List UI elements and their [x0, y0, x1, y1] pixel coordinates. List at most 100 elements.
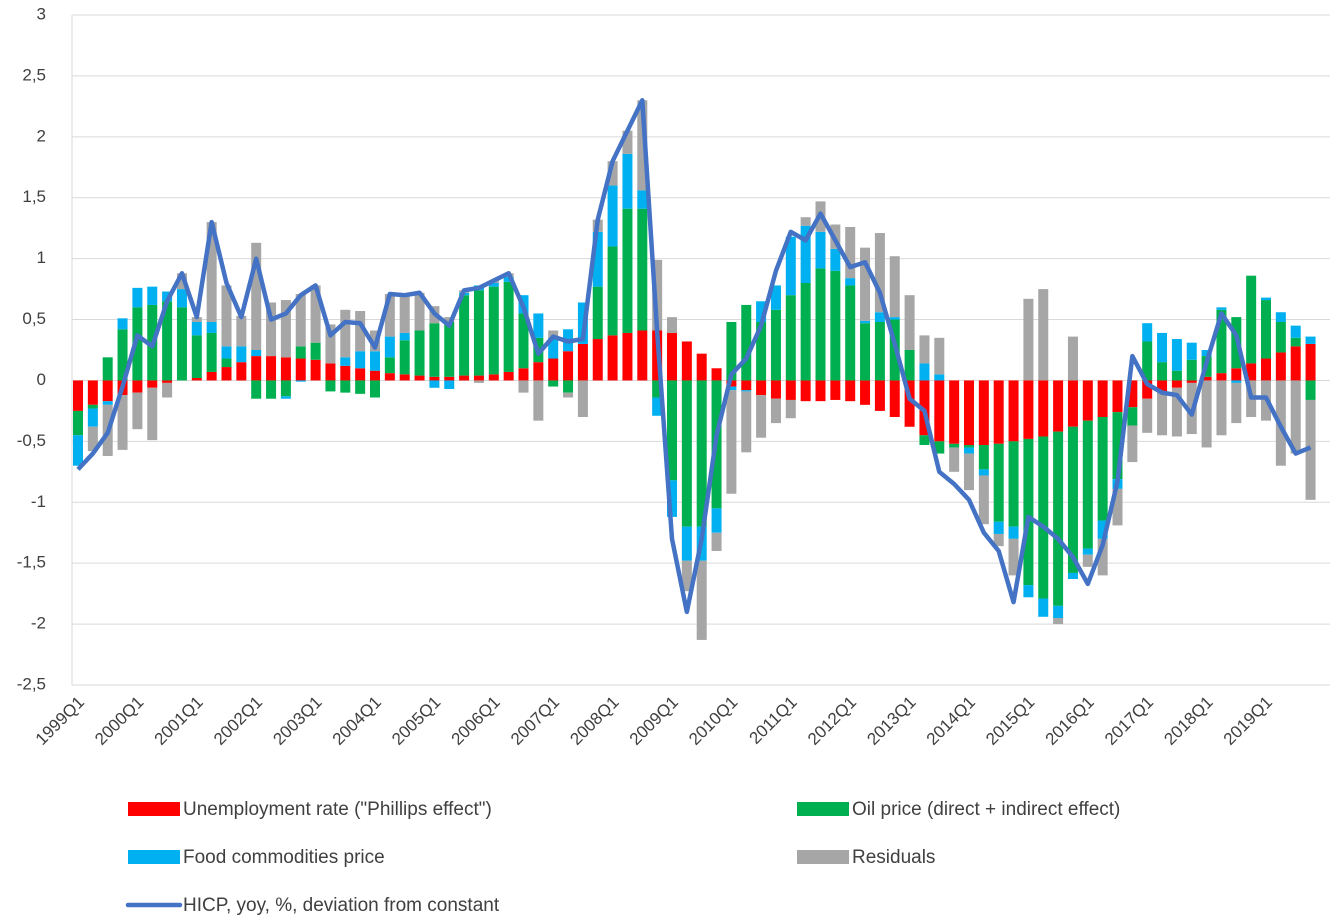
bar-segment — [1023, 380, 1034, 439]
bar-segment — [1008, 526, 1019, 539]
x-tick-label: 2000Q1 — [91, 693, 147, 749]
bar-segment — [1305, 336, 1316, 344]
y-tick-label: 2,5 — [22, 65, 46, 84]
bar-segment — [726, 390, 737, 494]
bar-segment — [1038, 289, 1049, 381]
bar-segment — [340, 365, 351, 381]
bar-segment — [1186, 342, 1197, 360]
bar-segment — [711, 368, 722, 381]
bar-segment — [1201, 350, 1212, 357]
bar-segment — [325, 363, 336, 381]
bar-segment — [399, 374, 410, 381]
bar-segment — [1038, 380, 1049, 437]
x-tick-label: 2001Q1 — [151, 693, 207, 749]
bar-segment — [1246, 275, 1257, 364]
legend-swatch — [797, 802, 849, 816]
bar-segment — [176, 273, 187, 290]
bar-segment — [444, 321, 455, 377]
bar-segment — [221, 285, 232, 347]
bar-segment — [563, 380, 574, 393]
bar-segment — [934, 380, 945, 442]
bar-segment — [310, 342, 321, 360]
bar-segment — [741, 391, 752, 453]
bar-segment — [548, 380, 559, 387]
bar-segment — [162, 382, 173, 398]
bar-segment — [785, 380, 796, 400]
bar-segment — [874, 321, 885, 381]
bar-segment — [1216, 307, 1227, 310]
x-tick-label: 2017Q1 — [1101, 693, 1157, 749]
bar-segment — [280, 380, 291, 397]
bar-segment — [266, 380, 277, 399]
bar-segment — [1171, 370, 1182, 381]
bar-segment — [800, 217, 811, 226]
bar-segment — [904, 350, 915, 381]
bar-segment — [1097, 538, 1108, 576]
bar-segment — [384, 293, 395, 337]
bar-segment — [444, 376, 455, 381]
legend-swatch — [128, 802, 180, 816]
x-tick-label: 2006Q1 — [448, 693, 504, 749]
bar-segment — [919, 363, 930, 381]
bar-segment — [1290, 346, 1301, 381]
bar-segment — [117, 318, 128, 330]
bar-segment — [355, 311, 366, 352]
bar-segment — [1201, 376, 1212, 381]
bar-segment — [132, 287, 143, 308]
bar-segment — [266, 356, 277, 381]
bar-segment — [266, 302, 277, 357]
bar-segment — [889, 317, 900, 320]
bar-segment — [444, 380, 455, 389]
bar-segment — [592, 231, 603, 287]
bar-segment — [622, 130, 633, 154]
bar-segment — [1067, 336, 1078, 381]
bar-segment — [1053, 605, 1064, 618]
bar-segment — [206, 371, 217, 381]
bar-segment — [340, 309, 351, 358]
bar-segment — [726, 321, 737, 381]
bar-segment — [503, 276, 514, 282]
y-tick-label: -1,5 — [17, 553, 46, 572]
bar-segment — [800, 283, 811, 381]
y-tick-label: 0 — [37, 370, 46, 389]
bar-segment — [1261, 300, 1271, 359]
bar-segment — [370, 370, 380, 381]
bar-segment — [993, 380, 1004, 444]
bar-segment — [741, 390, 752, 392]
bar-segment — [1201, 380, 1212, 448]
bar-segment — [1231, 380, 1242, 383]
bar-segment — [548, 330, 559, 338]
bar-segment — [860, 323, 871, 381]
line — [76, 98, 1312, 615]
bar-segment — [622, 153, 633, 209]
bar-segment — [117, 395, 128, 450]
bar-segment — [429, 376, 440, 381]
bar-segment — [993, 443, 1004, 522]
bar-segment — [815, 380, 826, 402]
bar-segment — [280, 357, 291, 381]
y-tick-label: 2 — [37, 126, 46, 145]
bar-segment — [384, 336, 395, 358]
bar-segment — [1246, 363, 1257, 381]
bar-segment — [1275, 312, 1286, 322]
bar-segment — [162, 301, 173, 381]
bar-segment — [949, 447, 960, 472]
bar-segment — [295, 346, 306, 359]
x-tick-label: 2018Q1 — [1160, 693, 1216, 749]
bar-segment — [1142, 398, 1153, 433]
bar-segment — [399, 332, 410, 341]
bar-segment — [384, 373, 395, 381]
bar-segment — [1127, 380, 1138, 408]
bar-segment — [964, 445, 974, 448]
x-tick-label: 2002Q1 — [210, 693, 266, 749]
bar-segment — [1261, 297, 1271, 301]
y-tick-label: 1,5 — [22, 187, 46, 206]
bar-segment — [1157, 332, 1168, 363]
bar-segment — [87, 380, 98, 405]
legend-swatch — [797, 850, 849, 864]
bar-segment — [147, 286, 158, 305]
bar-segment — [162, 380, 173, 383]
bar-segment — [503, 371, 514, 381]
x-tick-label: 2009Q1 — [626, 693, 682, 749]
